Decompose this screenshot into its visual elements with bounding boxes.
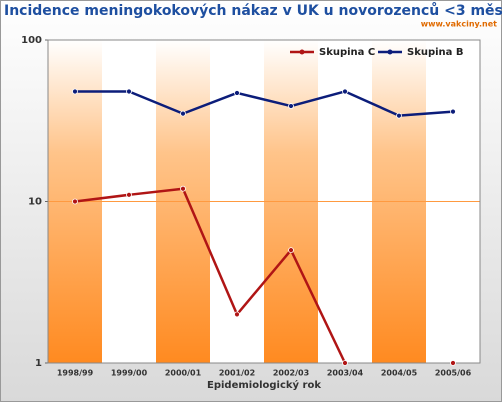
legend-label: Skupina C [319, 47, 375, 58]
point [126, 88, 132, 95]
x-tick-label: 2005/06 [435, 369, 472, 378]
x-tick-label: 2004/05 [381, 369, 418, 378]
point [450, 108, 456, 115]
point [288, 247, 294, 254]
point [180, 110, 186, 117]
subtitle: www.vakciny.net [421, 20, 497, 29]
x-tick-label: 2000/01 [165, 369, 202, 378]
y-tick-label: 100 [21, 35, 42, 46]
point [396, 112, 402, 119]
point [126, 191, 132, 198]
plot-border [47, 39, 481, 364]
point [72, 198, 78, 205]
x-tick-label: 1998/99 [57, 369, 94, 378]
x-axis-label: Epidemiologický rok [207, 379, 321, 391]
point [342, 360, 348, 366]
y-tick-label: 1 [35, 358, 42, 369]
x-tick-label: 2001/02 [219, 369, 255, 378]
x-tick-label: 2003/04 [327, 369, 364, 378]
y-tick-label: 10 [28, 197, 42, 208]
point [72, 88, 78, 95]
point [234, 90, 240, 96]
x-tick-label: 2002/03 [273, 369, 309, 378]
point [234, 311, 240, 318]
x-tick-label: 1999/00 [111, 369, 148, 378]
legend-marker [387, 49, 393, 55]
legend-label: Skupina B [407, 47, 464, 58]
series-line [75, 90, 454, 117]
point [180, 185, 186, 192]
legend-marker [299, 49, 305, 55]
point [342, 88, 348, 95]
point [288, 103, 294, 109]
point [450, 360, 456, 366]
chart-title: Incidence meningokokových nákaz v UK u n… [4, 2, 502, 19]
